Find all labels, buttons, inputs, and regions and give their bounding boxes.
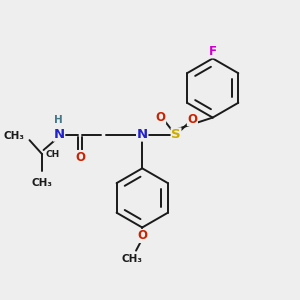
Text: O: O	[155, 110, 166, 124]
Text: H: H	[54, 116, 63, 125]
Text: O: O	[188, 112, 197, 125]
Text: CH₃: CH₃	[122, 254, 143, 264]
Text: S: S	[171, 128, 181, 141]
Text: N: N	[137, 128, 148, 141]
Text: N: N	[53, 128, 64, 141]
Text: CH: CH	[46, 150, 60, 159]
Text: CH₃: CH₃	[32, 178, 53, 188]
Text: O: O	[75, 151, 85, 164]
Text: CH₃: CH₃	[4, 131, 25, 141]
Text: O: O	[137, 230, 147, 242]
Text: F: F	[209, 45, 217, 58]
